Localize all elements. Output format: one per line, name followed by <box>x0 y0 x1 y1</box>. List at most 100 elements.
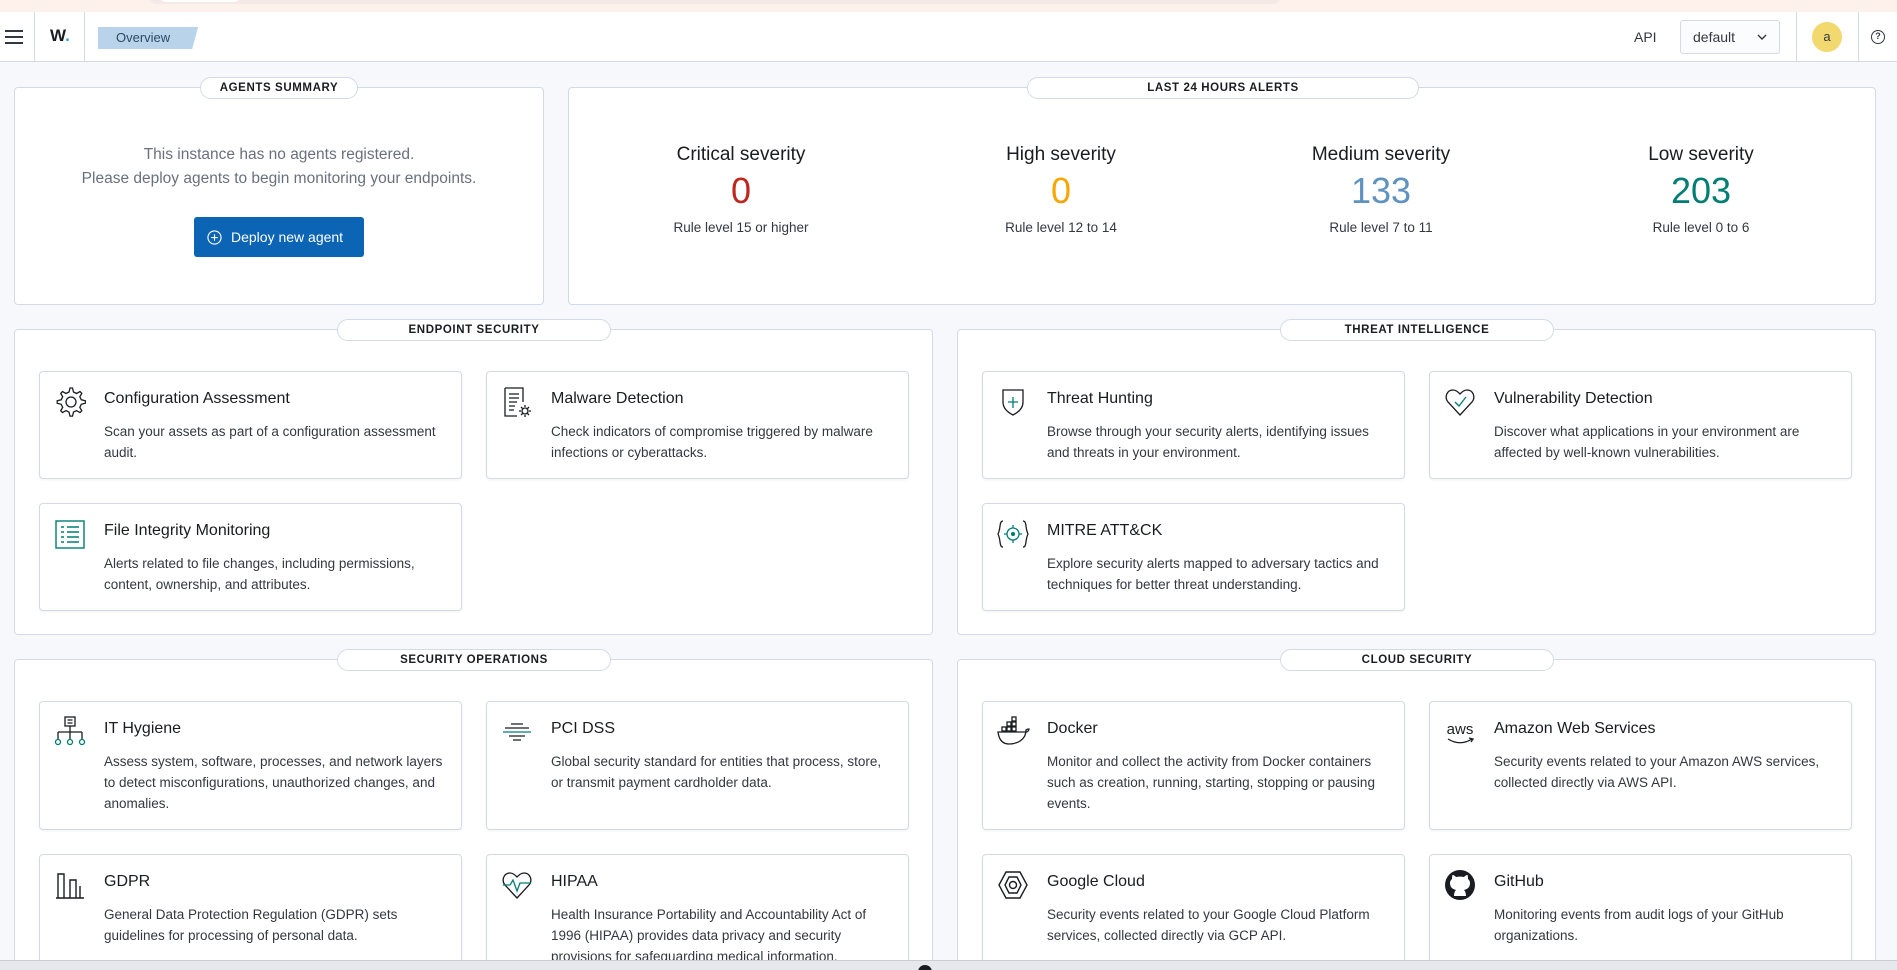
card-description: Scan your assets as part of a configurat… <box>104 424 436 460</box>
card-amazon-web-services[interactable]: aws Amazon Web Services Security events … <box>1429 701 1852 830</box>
severity-name: High severity <box>1006 144 1116 165</box>
malware-report-icon <box>504 387 531 417</box>
heart-pulse-icon <box>502 872 532 899</box>
severity-critical[interactable]: Critical severity 0 Rule level 15 or hig… <box>621 144 861 235</box>
severity-name: Medium severity <box>1311 144 1451 165</box>
deploy-button-label: Deploy new agent <box>231 229 344 245</box>
browser-tab[interactable] <box>160 0 240 2</box>
card-title: PCI DSS <box>551 720 616 737</box>
panel-title: CLOUD SECURITY <box>1280 649 1554 671</box>
card-description: Discover what applications in your envir… <box>1494 424 1800 460</box>
card-title: Vulnerability Detection <box>1494 390 1653 407</box>
severity-medium[interactable]: Medium severity 133 Rule level 7 to 11 <box>1261 144 1501 235</box>
card-threat-hunting[interactable]: Threat Hunting Browse through your secur… <box>982 371 1405 479</box>
card-description: Global security standard for entities th… <box>551 754 882 790</box>
card-title: Threat Hunting <box>1047 390 1153 407</box>
card-title: MITRE ATT&CK <box>1047 522 1163 539</box>
card-title: HIPAA <box>551 873 598 890</box>
panel-title: AGENTS SUMMARY <box>200 77 358 99</box>
cloud-security-panel: CLOUD SECURITY Docker Monitor and collec… <box>957 649 1876 970</box>
divider <box>1858 12 1859 62</box>
card-description: Explore security alerts mapped to advers… <box>1047 556 1379 592</box>
card-title: File Integrity Monitoring <box>104 522 271 539</box>
severity-low[interactable]: Low severity 203 Rule level 0 to 6 <box>1581 144 1821 235</box>
aws-icon: aws <box>1447 721 1475 744</box>
severity-count[interactable]: 0 <box>730 170 752 211</box>
deploy-new-agent-button[interactable]: Deploy new agent <box>194 217 364 257</box>
card-title: IT Hygiene <box>104 720 182 737</box>
help-icon[interactable]: ? <box>1871 30 1885 44</box>
card-malware-detection[interactable]: Malware Detection Check indicators of co… <box>486 371 909 479</box>
card-pci-dss[interactable]: PCI DSS Global security standard for ent… <box>486 701 909 830</box>
card-description: Assess system, software, processes, and … <box>104 754 443 811</box>
card-description: Check indicators of compromise triggered… <box>551 424 873 460</box>
card-mitre-attack[interactable]: MITRE ATT&CK Explore security alerts map… <box>982 503 1405 611</box>
card-hipaa[interactable]: HIPAA Health Insurance Portability and A… <box>486 854 909 964</box>
card-title: GitHub <box>1494 873 1544 890</box>
bottom-toolbar <box>0 960 1897 970</box>
card-github[interactable]: GitHub Monitoring events from audit logs… <box>1429 854 1852 964</box>
google-cloud-icon <box>998 871 1028 899</box>
card-docker[interactable]: Docker Monitor and collect the activity … <box>982 701 1405 830</box>
no-agents-line: This instance has no agents registered. <box>143 146 415 163</box>
api-label: API <box>1634 29 1657 45</box>
threat-intelligence-panel: THREAT INTELLIGENCE Threat Hunting Brows… <box>957 319 1876 635</box>
panel-title: SECURITY OPERATIONS <box>337 649 611 671</box>
divider <box>84 12 85 62</box>
no-agents-message: This instance has no agents registered. … <box>15 143 543 191</box>
card-title: Configuration Assessment <box>104 390 290 407</box>
panel-title: THREAT INTELLIGENCE <box>1280 319 1554 341</box>
aws-icon-text: aws <box>1447 721 1474 738</box>
severity-rule: Rule level 15 or higher <box>673 220 809 235</box>
card-title: Google Cloud <box>1047 873 1145 890</box>
alerts-panel: LAST 24 HOURS ALERTS Critical severity 0… <box>568 77 1876 305</box>
chevron-down-icon <box>1757 34 1767 40</box>
gear-icon <box>56 387 86 417</box>
panel-title: LAST 24 HOURS ALERTS <box>1027 77 1419 99</box>
logo-dot: . <box>65 26 70 45</box>
browser-chrome-strip <box>0 0 1897 12</box>
card-description: Monitoring events from audit logs of you… <box>1494 907 1784 943</box>
severity-rule: Rule level 0 to 6 <box>1652 220 1750 235</box>
agents-summary-panel: AGENTS SUMMARY This instance has no agen… <box>14 77 544 305</box>
hierarchy-icon <box>54 716 86 746</box>
no-agents-line: Please deploy agents to begin monitoring… <box>81 170 477 187</box>
severity-count[interactable]: 203 <box>1670 170 1732 211</box>
severity-name: Low severity <box>1648 144 1754 165</box>
severity-high[interactable]: High severity 0 Rule level 12 to 14 <box>941 144 1181 235</box>
top-header: W. Overview API default a ? <box>0 12 1897 62</box>
github-icon <box>1445 870 1475 900</box>
info-dot-icon[interactable] <box>918 965 932 970</box>
card-description: Alerts related to file changes, includin… <box>104 556 415 592</box>
severity-name: Critical severity <box>676 144 806 165</box>
menu-icon[interactable] <box>5 30 23 44</box>
card-configuration-assessment[interactable]: Configuration Assessment Scan your asset… <box>39 371 462 479</box>
severity-count[interactable]: 0 <box>1050 170 1072 211</box>
lines-icon <box>503 723 531 741</box>
card-title: Docker <box>1047 720 1098 737</box>
card-it-hygiene[interactable]: IT Hygiene Assess system, software, proc… <box>39 701 462 830</box>
severity-count[interactable]: 133 <box>1350 170 1412 211</box>
building-icon <box>56 873 84 899</box>
card-gdpr[interactable]: GDPR General Data Protection Regulation … <box>39 854 462 964</box>
shield-hunt-icon <box>1002 389 1024 416</box>
api-select[interactable]: default <box>1680 20 1780 54</box>
panel-title: ENDPOINT SECURITY <box>337 319 611 341</box>
card-google-cloud[interactable]: Google Cloud Security events related to … <box>982 854 1405 964</box>
card-file-integrity-monitoring[interactable]: File Integrity Monitoring Alerts related… <box>39 503 462 611</box>
breadcrumb-overview[interactable]: Overview <box>98 27 199 49</box>
divider <box>1796 12 1797 62</box>
endpoint-security-panel: ENDPOINT SECURITY Configuration Assessme… <box>14 319 933 635</box>
app-logo[interactable]: W. <box>50 26 70 46</box>
avatar[interactable]: a <box>1812 22 1842 52</box>
card-vulnerability-detection[interactable]: Vulnerability Detection Discover what ap… <box>1429 371 1852 479</box>
logo-text: W <box>50 26 66 45</box>
card-title: Malware Detection <box>551 390 684 407</box>
address-bar[interactable] <box>150 0 1280 4</box>
severity-rule: Rule level 7 to 11 <box>1329 220 1433 235</box>
card-description: Browse through your security alerts, ide… <box>1047 424 1369 460</box>
card-description: Monitor and collect the activity from Do… <box>1047 754 1375 811</box>
api-select-value: default <box>1693 29 1736 45</box>
heart-check-icon <box>1445 389 1475 416</box>
target-icon <box>997 520 1029 548</box>
